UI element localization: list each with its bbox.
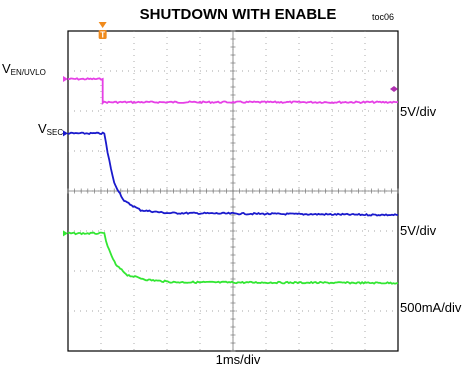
- figure-id: toc06: [372, 12, 395, 22]
- channel-marker-2: [63, 230, 68, 237]
- channel-marker-0: [63, 76, 68, 82]
- trace-2: [67, 231, 399, 285]
- trigger-badge: [98, 30, 107, 39]
- chart-title: SHUTDOWN WITH ENABLE: [139, 6, 337, 23]
- scale-label-current: 500mA/div: [400, 300, 462, 315]
- scale-label-vsec: 5V/div: [400, 223, 437, 238]
- trace-0: [67, 77, 399, 106]
- scale-label-ven-uvlo: 5V/div: [400, 104, 437, 119]
- trace-right-marker-icon: [390, 86, 398, 92]
- series-label-vsec: VSEC: [38, 121, 64, 137]
- channel-marker-1: [63, 130, 68, 137]
- series-label-ven-uvlo: VEN/UVLO: [2, 61, 46, 77]
- x-axis-label: 1ms/div: [215, 352, 261, 367]
- trigger-marker-label: T: [100, 31, 105, 40]
- trace-1: [67, 131, 399, 217]
- trigger-arrow-icon: [98, 22, 107, 28]
